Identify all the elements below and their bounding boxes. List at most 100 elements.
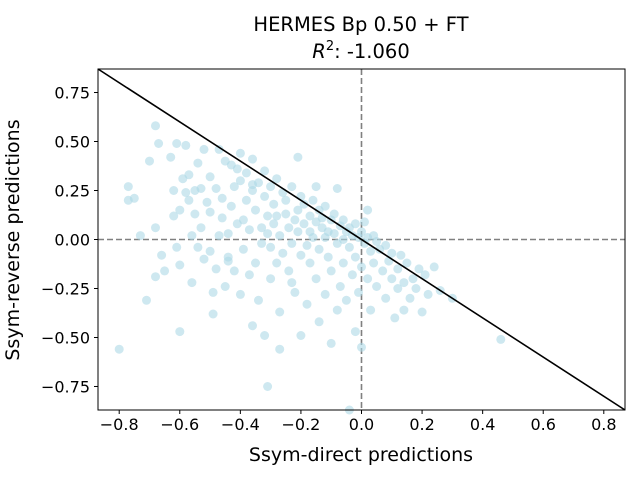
data-point (272, 258, 282, 268)
data-point (278, 248, 288, 258)
data-point (257, 238, 267, 248)
data-point (166, 152, 176, 162)
data-point (272, 174, 282, 184)
data-point (378, 266, 388, 276)
y-tick-label: 0.00 (54, 231, 90, 250)
data-point (275, 344, 285, 354)
data-point (308, 233, 318, 242)
data-point (196, 223, 206, 233)
data-point (254, 295, 263, 305)
data-point (350, 327, 360, 337)
data-point (338, 215, 348, 225)
data-point (263, 229, 273, 239)
data-point (220, 282, 230, 291)
data-point (187, 231, 197, 241)
data-point (372, 237, 382, 246)
data-point (199, 144, 209, 154)
data-point (248, 321, 257, 331)
y-tick-label: 0.50 (54, 133, 90, 152)
data-point (223, 229, 233, 239)
data-point (223, 256, 233, 266)
data-point (232, 164, 242, 174)
data-point (241, 168, 251, 178)
chart-title-r2-sup: 2 (326, 39, 334, 54)
data-point (172, 139, 182, 148)
data-point (260, 191, 270, 201)
data-point (154, 139, 164, 148)
y-tick-label: −0.25 (41, 279, 90, 298)
data-point (284, 223, 294, 233)
x-tick-label: 0.2 (409, 415, 434, 434)
data-point (275, 307, 285, 317)
data-point (241, 195, 251, 205)
data-point (129, 193, 139, 203)
data-point (145, 156, 154, 166)
data-point (363, 274, 373, 284)
data-point (248, 180, 257, 190)
x-tick-label: 0.8 (591, 415, 616, 434)
data-point (235, 289, 245, 299)
data-point (238, 215, 248, 225)
data-point (329, 229, 339, 239)
data-point (172, 242, 182, 252)
x-tick-label: 0.0 (349, 415, 374, 434)
data-point (211, 264, 221, 274)
data-point (387, 274, 397, 284)
data-point (308, 195, 318, 205)
data-point (269, 199, 279, 209)
data-point (266, 182, 276, 192)
data-point (151, 121, 160, 131)
data-point (287, 182, 297, 192)
data-point (299, 219, 309, 229)
data-point (199, 254, 209, 264)
data-point (217, 213, 227, 223)
data-point (205, 172, 215, 182)
data-point (332, 184, 342, 193)
x-tick-label: −0.4 (221, 415, 260, 434)
data-point (329, 209, 339, 219)
data-point (323, 252, 333, 262)
data-point (496, 334, 506, 344)
x-tick-label: 0.4 (470, 415, 495, 434)
data-point (281, 195, 291, 205)
data-point (338, 235, 348, 244)
data-point (338, 258, 348, 268)
data-point (175, 327, 185, 337)
data-point (366, 246, 376, 256)
data-point (405, 293, 415, 303)
data-point (257, 223, 267, 233)
data-point (414, 264, 424, 274)
data-point (251, 205, 260, 215)
data-point (275, 231, 285, 241)
data-point (214, 231, 224, 241)
data-point (311, 274, 321, 284)
x-axis-ticks: −0.8 −0.6 −0.4 −0.2 0.0 0.2 0.4 0.6 0.8 (100, 410, 617, 434)
data-point (320, 201, 330, 211)
data-point (357, 227, 366, 237)
data-point (287, 278, 297, 288)
data-point (396, 250, 406, 260)
data-point (248, 154, 257, 164)
data-point (260, 331, 270, 340)
data-point (226, 201, 236, 211)
data-point (287, 238, 297, 248)
data-point (135, 231, 145, 241)
data-point (281, 209, 291, 219)
data-point (123, 182, 133, 192)
data-point (335, 282, 345, 291)
data-point (423, 289, 433, 299)
data-point (181, 188, 191, 197)
data-point (251, 258, 260, 268)
data-point (332, 305, 342, 315)
data-point (244, 225, 254, 235)
data-point (272, 211, 282, 221)
data-point (314, 244, 324, 254)
x-tick-label: 0.6 (530, 415, 555, 434)
data-point (293, 227, 303, 237)
data-point (341, 295, 351, 305)
data-point (181, 140, 191, 150)
data-point (290, 215, 300, 225)
data-point (363, 205, 373, 215)
data-point (266, 242, 276, 252)
data-point (393, 284, 403, 293)
